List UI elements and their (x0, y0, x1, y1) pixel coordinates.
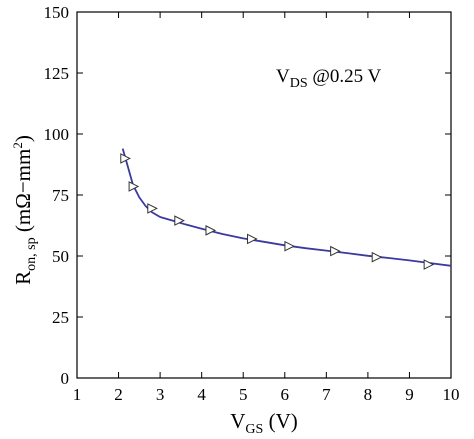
data-marker (147, 203, 158, 214)
data-marker (128, 181, 140, 192)
x-tick-label: 2 (114, 385, 123, 404)
x-tick-label: 5 (239, 385, 248, 404)
plot-frame (76, 11, 452, 379)
data-marker (284, 240, 296, 252)
y-tick-label: 75 (52, 186, 69, 205)
data-marker (423, 259, 435, 270)
x-tick-label: 8 (364, 385, 373, 404)
data-marker (247, 233, 258, 245)
data-marker (174, 215, 185, 226)
plot-area (76, 11, 452, 379)
data-marker (205, 225, 217, 236)
y-tick-label: 100 (44, 125, 70, 144)
data-marker (120, 153, 131, 164)
x-tick-label: 1 (73, 385, 82, 404)
y-axis-label: Ron, sp (mΩ−mm2) (10, 135, 39, 285)
y-tick-label: 150 (44, 3, 70, 22)
y-tick-label: 125 (44, 64, 70, 83)
data-marker (330, 245, 341, 257)
x-tick-label: 7 (322, 385, 331, 404)
ticks (76, 11, 452, 379)
x-tick-label: 9 (405, 385, 414, 404)
y-tick-label: 0 (61, 369, 70, 388)
x-tick-label: 3 (156, 385, 165, 404)
x-tick-label: 4 (197, 385, 206, 404)
x-axis-label: VGS (V) (230, 409, 297, 437)
y-tick-label: 50 (52, 247, 69, 266)
data-marker (371, 251, 383, 263)
x-tick-label: 10 (443, 385, 460, 404)
marker-layer (120, 153, 435, 270)
x-tick-label: 6 (281, 385, 290, 404)
y-tick-label: 25 (52, 308, 69, 327)
annotation-label: VDS @0.25 V (276, 66, 382, 91)
